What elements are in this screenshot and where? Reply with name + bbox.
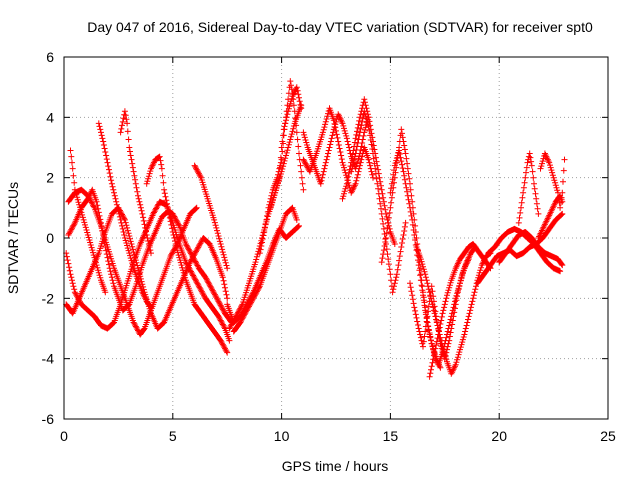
point-markers bbox=[191, 162, 231, 272]
y-tick-label: -4 bbox=[42, 351, 55, 367]
series-sat-v bbox=[413, 244, 494, 377]
y-tick-label: 4 bbox=[46, 109, 54, 125]
series-sat-d bbox=[65, 186, 235, 326]
y-tick-label: -6 bbox=[42, 411, 55, 427]
x-axis-label: GPS time / hours bbox=[282, 458, 389, 474]
chart-title: Day 047 of 2016, Sidereal Day-to-day VTE… bbox=[87, 19, 593, 35]
point-markers bbox=[230, 204, 300, 335]
y-axis-label: SDTVAR / TECUs bbox=[5, 182, 21, 294]
x-tick-label: 0 bbox=[60, 428, 68, 444]
series-sat-ac bbox=[535, 192, 566, 241]
x-tick-label: 10 bbox=[274, 428, 290, 444]
point-markers bbox=[413, 244, 494, 377]
series-sat-ab bbox=[537, 150, 568, 211]
axis-ticks: 0 5 10 15 20 25 -6 -4 -2 0 2 4 6 bbox=[42, 49, 616, 444]
x-tick-label: 5 bbox=[169, 428, 177, 444]
series-sat-c bbox=[65, 186, 200, 338]
series-sat-r bbox=[348, 108, 409, 296]
point-markers bbox=[95, 120, 154, 311]
point-markers bbox=[65, 186, 235, 326]
x-tick-label: 25 bbox=[600, 428, 616, 444]
point-markers bbox=[67, 147, 109, 296]
series-sat-o bbox=[300, 111, 372, 187]
series-sat-n bbox=[267, 84, 305, 211]
series-sat-e bbox=[95, 120, 154, 311]
y-tick-label: -2 bbox=[42, 290, 55, 306]
x-tick-label: 20 bbox=[491, 428, 507, 444]
series-sat-i bbox=[191, 162, 231, 272]
point-markers bbox=[348, 108, 409, 296]
series-sat-f bbox=[117, 108, 154, 257]
point-markers bbox=[537, 150, 568, 211]
point-markers bbox=[300, 105, 376, 196]
point-markers bbox=[515, 150, 542, 226]
y-tick-label: 0 bbox=[46, 230, 54, 246]
series-sat-aa bbox=[515, 150, 542, 226]
point-markers bbox=[117, 108, 154, 257]
series-sat-g bbox=[143, 153, 231, 356]
y-tick-label: 6 bbox=[46, 49, 54, 65]
point-markers bbox=[65, 186, 200, 338]
series-sat-p bbox=[300, 105, 376, 196]
data-points bbox=[63, 78, 568, 380]
point-markers bbox=[535, 192, 566, 241]
point-markers bbox=[300, 111, 372, 187]
y-tick-label: 2 bbox=[46, 170, 54, 186]
series-sat-z bbox=[496, 229, 566, 269]
series-sat-w bbox=[426, 241, 494, 380]
series-sat-l bbox=[230, 204, 300, 335]
x-tick-label: 15 bbox=[383, 428, 399, 444]
point-markers bbox=[267, 84, 305, 211]
point-markers bbox=[143, 153, 231, 356]
series-sat-h bbox=[67, 147, 109, 296]
point-markers bbox=[496, 229, 566, 269]
point-markers bbox=[426, 241, 494, 380]
